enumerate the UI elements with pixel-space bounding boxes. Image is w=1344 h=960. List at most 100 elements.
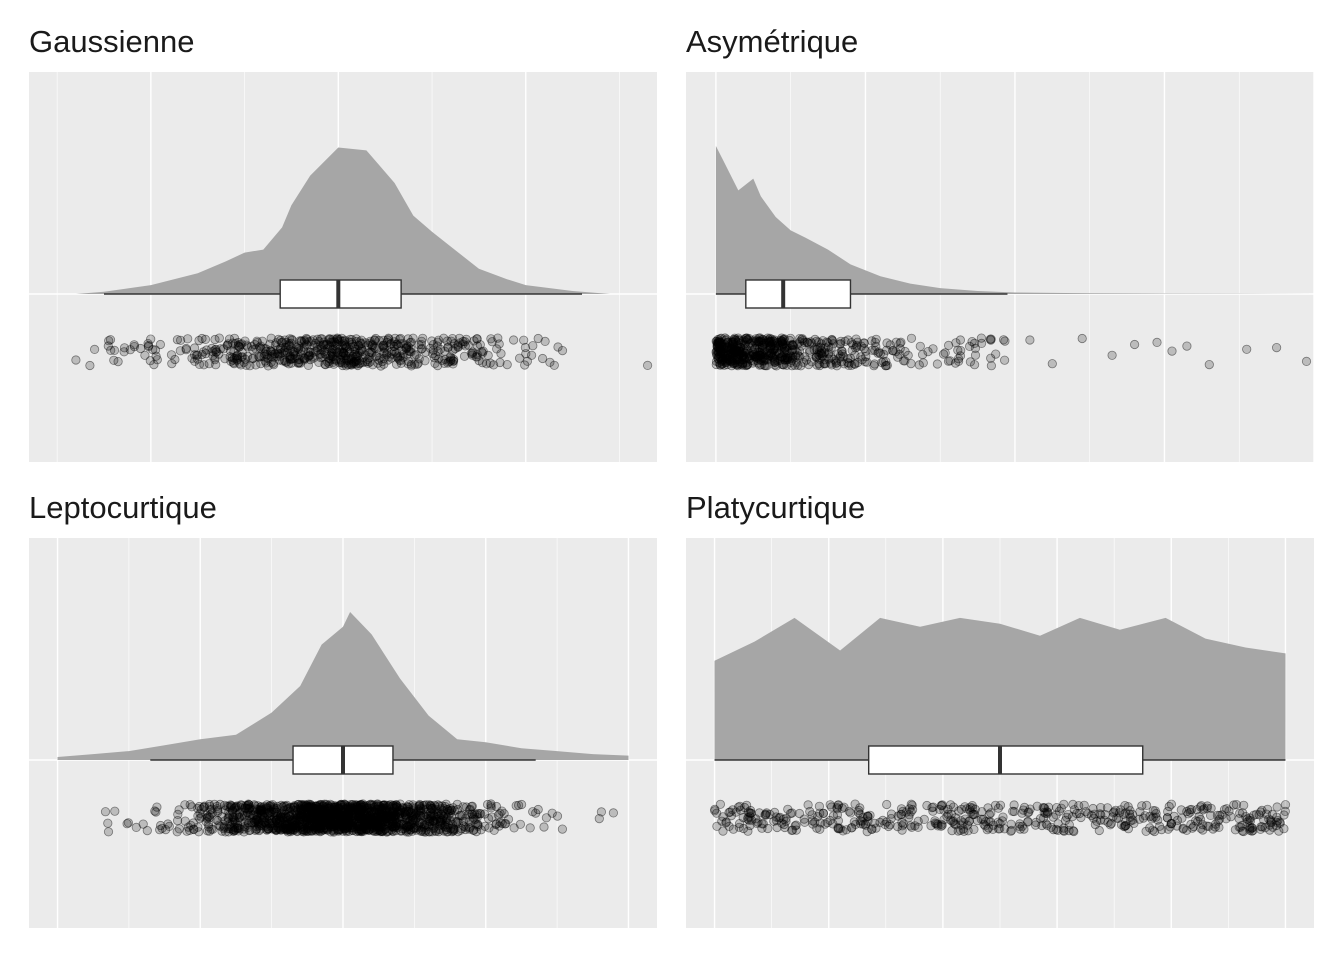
- data-point: [404, 800, 414, 810]
- data-point: [443, 822, 453, 833]
- data-point: [421, 809, 431, 820]
- data-point: [298, 801, 308, 811]
- data-point: [761, 349, 772, 360]
- data-point: [345, 806, 355, 817]
- data-point: [336, 357, 346, 367]
- data-point: [835, 351, 845, 361]
- data-point: [391, 826, 401, 836]
- data-point: [271, 825, 281, 835]
- data-point: [391, 339, 402, 349]
- data-point: [331, 346, 342, 356]
- data-point: [875, 348, 885, 359]
- data-point: [1025, 804, 1035, 814]
- data-point: [248, 345, 258, 355]
- data-point: [356, 814, 366, 824]
- data-point: [336, 799, 346, 809]
- data-point: [439, 821, 449, 831]
- data-point: [439, 803, 449, 814]
- data-point: [798, 357, 809, 367]
- data-point: [958, 818, 968, 828]
- data-point: [328, 814, 338, 824]
- data-point: [340, 340, 350, 351]
- data-point: [891, 347, 901, 357]
- data-point: [332, 824, 342, 834]
- data-point: [758, 334, 768, 344]
- data-point: [374, 807, 385, 817]
- data-point: [769, 345, 779, 355]
- data-point: [337, 818, 347, 829]
- data-point: [315, 805, 326, 815]
- data-point: [313, 811, 323, 821]
- data-point: [402, 822, 412, 832]
- data-point: [395, 355, 405, 365]
- data-point: [741, 800, 752, 810]
- data-point: [285, 354, 295, 365]
- data-point: [346, 816, 357, 826]
- data-point: [440, 801, 450, 812]
- data-point: [312, 816, 322, 826]
- data-point: [402, 350, 412, 360]
- facet-leptocurtique: Leptocurtique: [29, 490, 689, 955]
- data-point: [227, 811, 238, 822]
- data-point: [361, 824, 371, 834]
- data-point: [233, 820, 243, 831]
- data-point: [1077, 333, 1087, 344]
- data-point: [1275, 817, 1285, 827]
- data-point: [420, 356, 430, 366]
- data-point: [820, 359, 831, 369]
- data-point: [383, 826, 394, 836]
- data-point: [374, 814, 384, 824]
- data-point: [225, 803, 236, 813]
- data-point: [785, 353, 795, 363]
- data-point: [728, 357, 739, 368]
- data-point: [751, 351, 761, 362]
- data-point: [367, 820, 377, 830]
- data-point: [414, 354, 424, 364]
- data-point: [333, 817, 343, 827]
- data-point: [298, 806, 309, 817]
- data-point: [748, 336, 758, 346]
- data-point: [775, 337, 786, 347]
- data-point: [401, 811, 411, 821]
- data-point: [807, 357, 817, 367]
- data-point: [328, 808, 339, 818]
- data-point: [502, 359, 512, 370]
- data-point: [263, 823, 273, 834]
- data-point: [341, 351, 351, 361]
- data-point: [976, 333, 986, 343]
- data-point: [1178, 823, 1188, 833]
- data-point: [755, 348, 765, 358]
- data-point: [766, 342, 776, 352]
- data-point: [722, 354, 732, 364]
- data-point: [335, 812, 345, 822]
- data-point: [234, 358, 244, 368]
- data-point: [779, 334, 789, 344]
- data-point: [738, 352, 748, 362]
- data-point: [390, 811, 401, 821]
- data-point: [324, 804, 334, 814]
- data-point: [777, 352, 787, 362]
- data-point: [355, 824, 366, 835]
- data-point: [380, 813, 391, 823]
- data-point: [425, 814, 435, 824]
- data-point: [312, 334, 323, 344]
- data-point: [265, 814, 275, 824]
- data-point: [816, 339, 826, 349]
- data-point: [429, 822, 439, 832]
- data-point: [852, 340, 862, 350]
- data-point: [263, 809, 273, 819]
- data-point: [1128, 815, 1138, 825]
- data-point: [355, 338, 366, 349]
- data-point: [321, 799, 331, 809]
- data-point: [756, 336, 766, 346]
- data-point: [315, 802, 325, 812]
- data-point: [229, 333, 240, 343]
- data-point: [315, 800, 325, 810]
- data-point: [309, 814, 319, 824]
- data-point: [330, 819, 341, 829]
- data-point: [223, 813, 234, 823]
- data-point: [340, 819, 350, 830]
- data-point: [314, 812, 325, 822]
- data-point: [405, 825, 416, 835]
- data-point: [389, 341, 399, 352]
